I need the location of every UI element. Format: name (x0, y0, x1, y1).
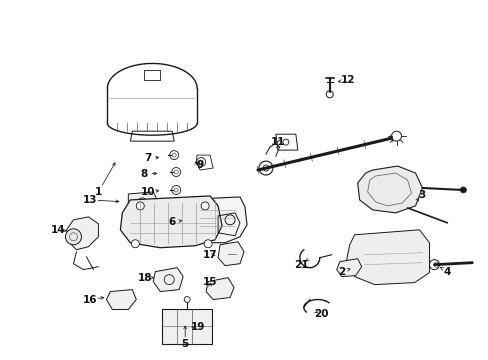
Text: 21: 21 (294, 260, 308, 270)
Text: 19: 19 (190, 323, 205, 332)
Text: 8: 8 (141, 169, 147, 179)
Text: 10: 10 (141, 187, 155, 197)
Text: 18: 18 (138, 273, 152, 283)
Polygon shape (205, 278, 234, 300)
Circle shape (196, 158, 205, 167)
Text: 2: 2 (337, 267, 345, 276)
Polygon shape (128, 192, 158, 214)
Circle shape (171, 185, 180, 194)
Circle shape (131, 240, 139, 248)
Circle shape (259, 161, 272, 175)
Circle shape (201, 202, 209, 210)
Circle shape (136, 202, 144, 210)
Polygon shape (177, 197, 246, 243)
Polygon shape (162, 310, 212, 345)
Text: 1: 1 (95, 187, 102, 197)
Circle shape (203, 240, 212, 248)
Text: 4: 4 (443, 267, 450, 276)
Text: 6: 6 (168, 217, 176, 227)
Text: 13: 13 (83, 195, 98, 205)
Circle shape (65, 229, 81, 245)
Polygon shape (120, 196, 222, 248)
Circle shape (391, 131, 401, 141)
Text: 9: 9 (196, 160, 203, 170)
Text: 17: 17 (203, 250, 217, 260)
Circle shape (428, 260, 439, 270)
Polygon shape (357, 166, 422, 213)
Polygon shape (346, 230, 428, 285)
Circle shape (171, 167, 180, 176)
Text: 14: 14 (51, 225, 66, 235)
Circle shape (169, 150, 178, 159)
Polygon shape (153, 268, 183, 292)
Text: 11: 11 (270, 137, 285, 147)
Polygon shape (66, 217, 98, 250)
Polygon shape (106, 289, 136, 310)
Text: 12: 12 (340, 75, 354, 85)
Text: 16: 16 (83, 294, 98, 305)
Bar (144, 71, 160, 80)
Circle shape (459, 187, 466, 193)
Text: 15: 15 (203, 276, 217, 287)
Circle shape (325, 91, 332, 98)
Text: 5: 5 (181, 339, 188, 349)
Text: 20: 20 (314, 310, 328, 319)
Polygon shape (336, 259, 361, 276)
Text: 3: 3 (417, 190, 424, 200)
Text: 7: 7 (144, 153, 152, 163)
Polygon shape (218, 242, 244, 266)
